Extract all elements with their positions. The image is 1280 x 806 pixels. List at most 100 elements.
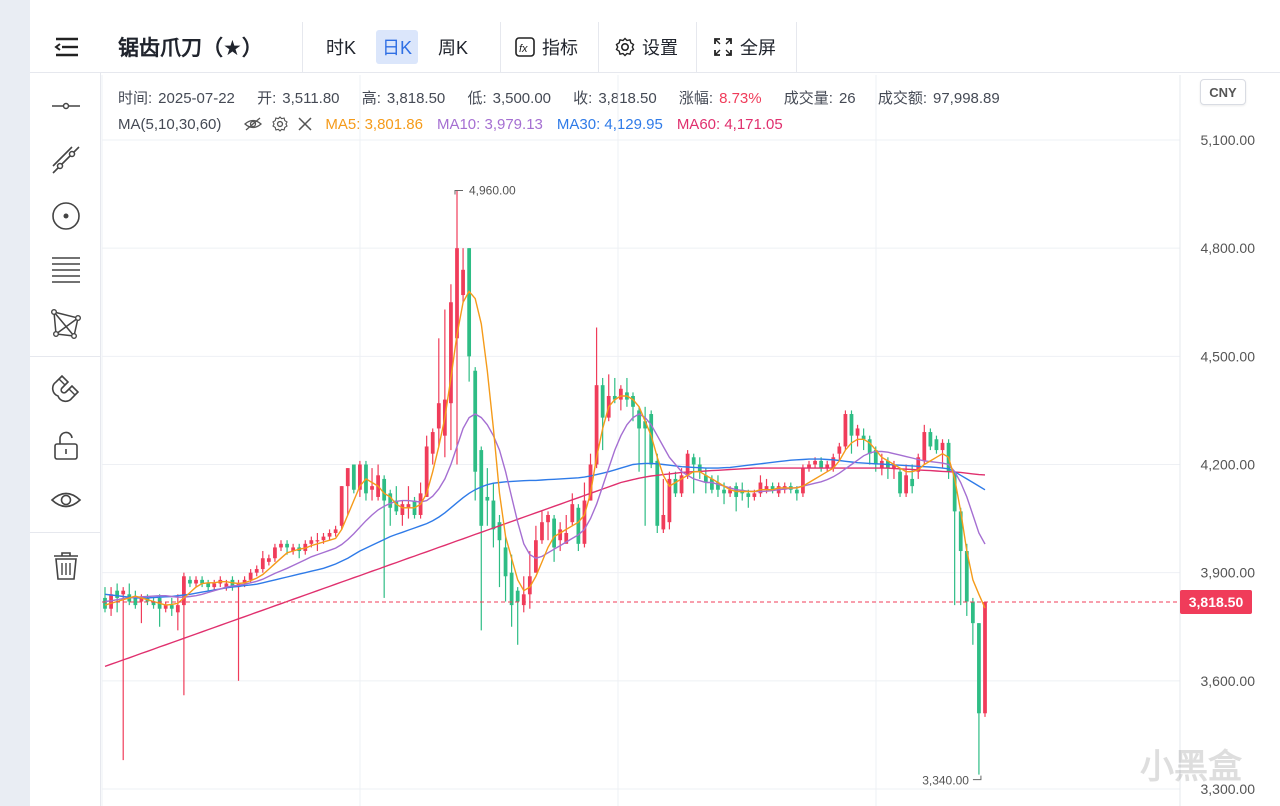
- candle-body: [103, 597, 107, 609]
- candle-body: [400, 504, 405, 515]
- candle-body: [139, 597, 144, 602]
- candle-body: [503, 547, 508, 577]
- candle-body: [333, 529, 338, 534]
- candle-body: [618, 388, 623, 400]
- candle-body: [279, 543, 283, 548]
- candle-body: [637, 410, 641, 429]
- candle-body: [133, 597, 138, 606]
- candle-body: [679, 475, 684, 494]
- candle-body: [266, 558, 271, 562]
- candle-body: [916, 457, 921, 472]
- y-tick-label: 4,200.00: [1201, 457, 1256, 473]
- max-arrow-icon: [454, 189, 463, 195]
- timeframe-tabs: 时K 日K 周K: [320, 22, 474, 72]
- candle-body: [248, 572, 253, 580]
- hide-eye-icon[interactable]: [243, 116, 263, 132]
- chart-window: 锯齿爪刀（★） 时K 日K 周K fx 指标 设置: [30, 0, 1280, 806]
- ma5-value: MA5: 3,801.86: [325, 115, 423, 133]
- min-price-label: 3,340.00: [922, 774, 969, 788]
- settings-button[interactable]: 设置: [614, 22, 678, 72]
- candle-body: [673, 478, 678, 494]
- close-icon[interactable]: [297, 116, 313, 132]
- fibonacci-icon[interactable]: [50, 254, 82, 286]
- candle-body: [643, 421, 648, 429]
- candle-body: [358, 464, 362, 490]
- candle-body: [594, 385, 599, 465]
- candle-body: [497, 522, 502, 541]
- gear-icon: [615, 37, 635, 57]
- pattern-icon[interactable]: [50, 308, 82, 340]
- candle-body: [527, 576, 532, 595]
- candle-body: [770, 486, 775, 490]
- low-value: 3,500.00: [492, 90, 551, 107]
- min-arrow-icon: [972, 775, 982, 781]
- candle-body: [479, 450, 484, 526]
- candle-body: [764, 486, 769, 490]
- high-value: 3,818.50: [386, 90, 446, 107]
- candle-body: [206, 583, 211, 588]
- candle-body: [521, 594, 526, 606]
- trend-line-icon[interactable]: [50, 144, 82, 176]
- watermark: 小黑盒: [1140, 747, 1243, 786]
- magnet-icon[interactable]: [50, 374, 82, 406]
- candle-body: [121, 590, 126, 595]
- candle-body: [254, 569, 259, 573]
- y-tick-label: 3,600.00: [1201, 673, 1256, 689]
- candle-body: [194, 579, 198, 584]
- volume-value: 26: [838, 90, 856, 107]
- ma-info: MA(5,10,30,60) MA5: 3,801.86 MA10: 3,979…: [118, 115, 783, 133]
- candle-body: [351, 464, 356, 490]
- candle-body: [534, 540, 538, 573]
- candle-body: [600, 385, 605, 418]
- candle-body: [934, 439, 939, 451]
- candle-body: [794, 489, 799, 494]
- candle-body: [467, 248, 472, 357]
- candle-body: [461, 269, 465, 296]
- candle-body: [175, 605, 180, 613]
- indicator-button[interactable]: fx 指标: [514, 22, 578, 72]
- ma60-value: MA60: 4,171.05: [676, 115, 783, 133]
- candle-body: [291, 547, 296, 552]
- candle-body: [722, 489, 726, 494]
- candle-body: [825, 464, 830, 469]
- ma-params-label: MA(5,10,30,60): [118, 115, 222, 133]
- candle-body: [807, 464, 811, 469]
- candle-body: [746, 493, 751, 497]
- menu-toggle-button[interactable]: [52, 22, 80, 72]
- candle-body: [109, 594, 113, 609]
- circle-target-icon[interactable]: [50, 200, 82, 232]
- candle-body: [455, 248, 459, 339]
- trash-icon[interactable]: [50, 550, 82, 582]
- item-title: 锯齿爪刀（★）: [118, 37, 263, 60]
- fullscreen-button[interactable]: 全屏: [712, 22, 776, 72]
- change-value: 8.73%: [719, 90, 762, 107]
- candle-body: [904, 475, 908, 494]
- unlock-icon[interactable]: [50, 430, 82, 462]
- candle-body: [892, 464, 896, 469]
- candle-body: [873, 450, 878, 465]
- candle-body: [977, 623, 981, 714]
- candle-body: [843, 414, 848, 447]
- horizontal-line-icon[interactable]: [50, 90, 82, 122]
- y-tick-label: 3,900.00: [1201, 565, 1256, 581]
- candle-body: [819, 460, 824, 469]
- low-label: 低:: [467, 90, 487, 107]
- svg-text:fx: fx: [519, 43, 528, 55]
- candle-body: [867, 439, 872, 454]
- candle-body: [667, 478, 672, 523]
- tab-weekly[interactable]: 周K: [438, 38, 469, 58]
- candle-body: [576, 507, 581, 544]
- candlestick-chart: 5,100.00 4,800.00 4,500.00 4,200.00 3,900.00…: [101, 75, 1256, 806]
- candle-body: [394, 500, 399, 512]
- settings-label: 设置: [642, 38, 678, 58]
- ma5-line: [104, 290, 986, 609]
- tab-daily[interactable]: 日K: [376, 30, 419, 64]
- currency-badge[interactable]: CNY: [1200, 79, 1246, 105]
- eye-icon[interactable]: [50, 484, 82, 516]
- tab-hourly[interactable]: 时K: [326, 38, 357, 58]
- open-value: 3,511.80: [282, 90, 340, 107]
- candle-body: [515, 590, 520, 602]
- candle-body: [327, 533, 332, 537]
- ma-settings-icon[interactable]: [271, 115, 289, 133]
- candle-body: [813, 460, 817, 465]
